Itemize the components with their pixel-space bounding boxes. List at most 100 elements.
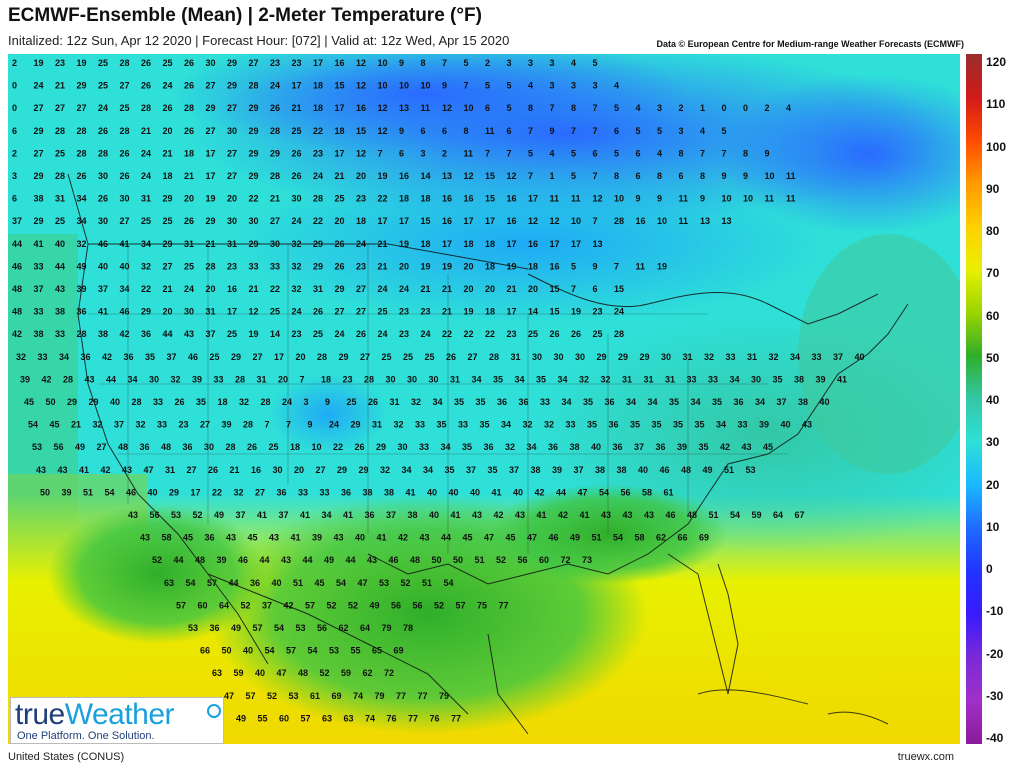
temperature-value: 53 bbox=[379, 578, 389, 588]
temperature-value: 76 bbox=[430, 713, 440, 723]
temperature-value: 32 bbox=[380, 465, 390, 475]
temperature-value: 57 bbox=[305, 600, 315, 610]
temperature-value: 57 bbox=[286, 646, 296, 656]
temperature-value: 5 bbox=[528, 148, 533, 158]
temperature-value: 17 bbox=[464, 216, 474, 226]
temperature-value: 36 bbox=[341, 487, 351, 497]
temperature-value: 43 bbox=[226, 533, 236, 543]
temperature-value: 20 bbox=[206, 284, 216, 294]
temperature-value: 11 bbox=[786, 194, 796, 204]
temperature-value: 28 bbox=[261, 397, 271, 407]
temperature-value: 25 bbox=[382, 352, 392, 362]
temperature-value: 54 bbox=[28, 420, 38, 430]
temperature-value: 29 bbox=[34, 216, 44, 226]
temperature-value: 29 bbox=[313, 261, 323, 271]
temperature-value: 33 bbox=[708, 374, 718, 384]
temperature-value: 7 bbox=[550, 103, 555, 113]
temperature-value: 57 bbox=[176, 600, 186, 610]
temperature-value: 46 bbox=[120, 307, 130, 317]
temperature-value: 29 bbox=[339, 352, 349, 362]
temperature-value: 13 bbox=[442, 171, 452, 181]
temperature-value: 5 bbox=[571, 171, 576, 181]
temperature-value: 64 bbox=[773, 510, 783, 520]
temperature-value: 69 bbox=[394, 646, 404, 656]
temperature-value: 23 bbox=[343, 374, 353, 384]
temperature-value: 39 bbox=[217, 555, 227, 565]
temperature-value: 18 bbox=[464, 239, 474, 249]
temperature-value: 50 bbox=[222, 646, 232, 656]
temperature-value: 17 bbox=[335, 103, 345, 113]
temperature-value: 2 bbox=[485, 58, 490, 68]
temperature-value: 34 bbox=[120, 284, 130, 294]
temperature-value: 34 bbox=[755, 397, 765, 407]
temperature-value: 56 bbox=[391, 600, 401, 610]
temperature-value: 27 bbox=[227, 171, 237, 181]
temperature-value: 18 bbox=[421, 194, 431, 204]
temperature-value: 43 bbox=[802, 420, 812, 430]
temperature-value: 29 bbox=[89, 397, 99, 407]
temperature-value: 33 bbox=[458, 420, 468, 430]
temperature-value: 36 bbox=[250, 578, 260, 588]
temperature-value: 45 bbox=[506, 533, 516, 543]
colorbar-label: 50 bbox=[986, 350, 1000, 365]
temperature-value: 54 bbox=[336, 578, 346, 588]
temperature-value: 6 bbox=[12, 126, 17, 136]
temperature-value: 12 bbox=[356, 58, 366, 68]
temperature-value: 10 bbox=[378, 81, 388, 91]
temperature-value: 28 bbox=[55, 171, 65, 181]
temperature-value: 40 bbox=[120, 261, 130, 271]
temperature-value: 30 bbox=[204, 442, 214, 452]
temperature-value: 38 bbox=[55, 307, 65, 317]
temperature-value: 9 bbox=[593, 261, 598, 271]
temperature-value: 23 bbox=[593, 307, 603, 317]
map-canvas: 2 19 23 19 25 28 26 25 26 30 29 27 23 23 17 16 12 10 9 8 7 5 2… bbox=[8, 54, 960, 744]
temperature-value: 35 bbox=[454, 397, 464, 407]
temperature-value: 30 bbox=[227, 126, 237, 136]
temperature-value: 7 bbox=[378, 148, 383, 158]
temperature-value: 48 bbox=[298, 668, 308, 678]
temperature-value: 42 bbox=[558, 510, 568, 520]
temperature-value: 40 bbox=[148, 487, 158, 497]
temperature-value: 47 bbox=[527, 533, 537, 543]
temperature-value: 17 bbox=[227, 307, 237, 317]
temperature-value: 44 bbox=[556, 487, 566, 497]
temperature-value: 34 bbox=[626, 397, 636, 407]
temperature-value: 38 bbox=[408, 510, 418, 520]
temperature-value: 32 bbox=[16, 352, 26, 362]
temperature-value: 10 bbox=[312, 442, 322, 452]
temperature-value: 28 bbox=[98, 148, 108, 158]
temperature-value: 16 bbox=[399, 171, 409, 181]
temperature-value: 7 bbox=[593, 171, 598, 181]
temperature-value: 21 bbox=[230, 465, 240, 475]
temperature-value: 74 bbox=[353, 691, 363, 701]
temperature-value: 64 bbox=[360, 623, 370, 633]
temperature-value: 19 bbox=[34, 58, 44, 68]
temperature-value: 30 bbox=[120, 194, 130, 204]
temperature-value: 34 bbox=[128, 374, 138, 384]
temperature-value: 11 bbox=[464, 148, 474, 158]
temperature-value: 41 bbox=[537, 510, 547, 520]
temperature-value: 62 bbox=[656, 533, 666, 543]
temperature-value: 39 bbox=[552, 465, 562, 475]
temperature-value: 19 bbox=[77, 58, 87, 68]
temperature-value: 28 bbox=[270, 126, 280, 136]
temperature-value: 3 bbox=[550, 58, 555, 68]
temperature-value: 46 bbox=[389, 555, 399, 565]
temperature-value: 37 bbox=[466, 465, 476, 475]
temperature-value: 37 bbox=[386, 510, 396, 520]
temperature-value: 9 bbox=[765, 148, 770, 158]
temperature-value: 38 bbox=[617, 465, 627, 475]
temperature-value: 16 bbox=[227, 284, 237, 294]
temperature-value: 42 bbox=[12, 329, 22, 339]
temperature-value: 67 bbox=[795, 510, 805, 520]
trueweather-logo: trueWeather One Platform. One Solution. bbox=[10, 697, 224, 744]
temperature-value: 20 bbox=[464, 284, 474, 294]
temperature-value: 6 bbox=[399, 148, 404, 158]
temperature-value: 16 bbox=[507, 194, 517, 204]
temperature-value: 16 bbox=[636, 216, 646, 226]
temperature-value: 3 bbox=[571, 81, 576, 91]
temperature-value: 6 bbox=[679, 171, 684, 181]
temperature-value: 17 bbox=[550, 239, 560, 249]
temperature-value: 11 bbox=[786, 171, 796, 181]
temperature-value: 26 bbox=[120, 171, 130, 181]
